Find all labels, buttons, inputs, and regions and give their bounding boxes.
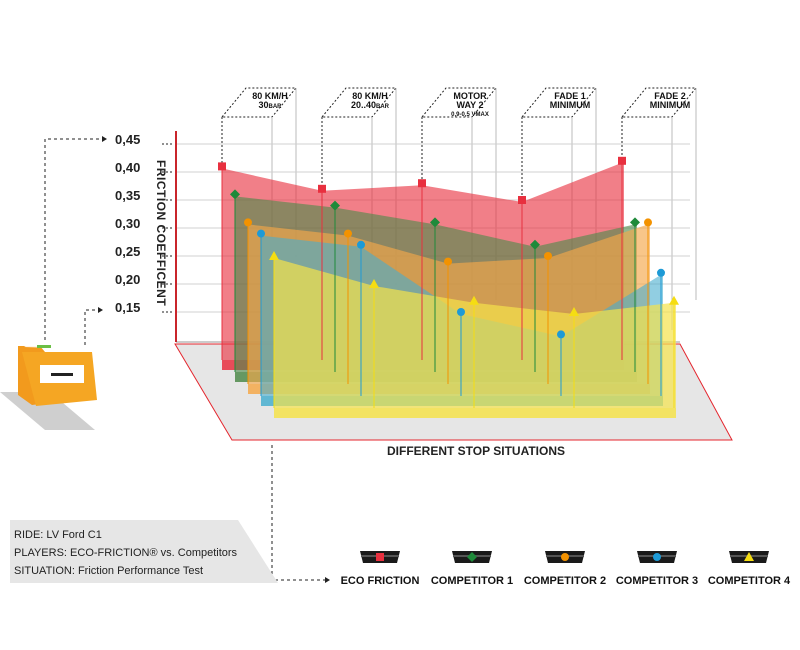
column-header-top bbox=[320, 87, 398, 118]
x-axis-label: DIFFERENT STOP SITUATIONS bbox=[387, 444, 565, 458]
column-header-line1: FADE 2 bbox=[654, 91, 686, 101]
data-point bbox=[257, 229, 265, 238]
y-tick-label: 0,35 bbox=[115, 188, 140, 203]
y-tick-label: 0,25 bbox=[115, 244, 140, 259]
column-header-unit: BAR bbox=[269, 104, 283, 110]
legend-label: COMPETITOR 1 bbox=[431, 575, 513, 587]
data-point bbox=[344, 229, 352, 238]
series-floor bbox=[274, 408, 676, 418]
data-point bbox=[457, 308, 465, 316]
column-header-top bbox=[620, 87, 698, 118]
folder-icon[interactable] bbox=[0, 340, 97, 430]
data-point bbox=[369, 279, 379, 288]
legend-swatch bbox=[653, 553, 661, 561]
y-tick-label: 0,30 bbox=[115, 216, 140, 231]
legend-label: COMPETITOR 3 bbox=[616, 575, 698, 587]
data-point bbox=[218, 162, 226, 171]
y-axis-label: FRICTION COEFFICENT bbox=[154, 160, 168, 306]
legend-swatch bbox=[467, 552, 477, 562]
info-line: PLAYERS: ECO-FRICTION® vs. Competitors bbox=[14, 547, 238, 559]
info-line: SITUATION: Friction Performance Test bbox=[14, 565, 203, 577]
column-header-line2: 20..40BAR bbox=[351, 100, 390, 110]
data-point bbox=[630, 217, 640, 228]
connector-arrowheads bbox=[98, 136, 330, 583]
column-header-top bbox=[220, 87, 298, 118]
data-point bbox=[318, 184, 326, 193]
legend: ECO FRICTION COMPETITOR 1 COMPETITOR 2 COMP… bbox=[341, 551, 791, 587]
legend-swatch bbox=[744, 552, 754, 561]
data-point bbox=[618, 156, 626, 165]
column-header-unit: 0,9-0,5 VMAX bbox=[451, 112, 489, 118]
y-tick-label: 0,20 bbox=[115, 272, 140, 287]
data-point bbox=[518, 196, 526, 204]
column-header-line2: MINIMUM bbox=[550, 100, 591, 110]
column-header-unit: BAR bbox=[376, 104, 390, 110]
column-header-top bbox=[520, 87, 598, 118]
legend-swatch bbox=[376, 553, 384, 561]
legend-item: COMPETITOR 4 bbox=[708, 551, 791, 587]
y-axis: 0,45 0,40 0,35 0,30 0,25 0,20 0,15 FRICT… bbox=[115, 131, 177, 342]
legend-swatch bbox=[561, 553, 569, 561]
legend-item: COMPETITOR 1 bbox=[431, 551, 513, 587]
legend-label: COMPETITOR 2 bbox=[524, 575, 606, 587]
data-point bbox=[557, 330, 565, 339]
data-point bbox=[469, 295, 479, 305]
data-point bbox=[444, 257, 452, 266]
info-line: RIDE: LV Ford C1 bbox=[14, 529, 102, 541]
data-point bbox=[330, 200, 340, 211]
y-tick-label: 0,45 bbox=[115, 132, 140, 147]
legend-item: ECO FRICTION bbox=[341, 551, 420, 587]
data-point bbox=[244, 218, 252, 227]
y-tick-label: 0,40 bbox=[115, 160, 140, 175]
column-header-line1: MOTOR bbox=[453, 91, 487, 101]
column-header-line1: FADE 1 bbox=[554, 91, 586, 101]
legend-label: ECO FRICTION bbox=[341, 575, 420, 587]
data-point bbox=[357, 240, 365, 249]
column-header-line1: 80 KM/H bbox=[252, 91, 288, 101]
data-point bbox=[544, 252, 552, 260]
legend-label: COMPETITOR 4 bbox=[708, 575, 791, 587]
data-point bbox=[644, 218, 652, 227]
data-point bbox=[230, 189, 240, 200]
legend-item: COMPETITOR 3 bbox=[616, 551, 698, 587]
data-point bbox=[657, 268, 665, 277]
data-point bbox=[569, 307, 579, 316]
data-point bbox=[669, 295, 679, 305]
data-point bbox=[530, 239, 540, 250]
column-header-top bbox=[420, 87, 498, 118]
data-point bbox=[269, 251, 279, 260]
info-box: RIDE: LV Ford C1 PLAYERS: ECO-FRICTION® … bbox=[10, 520, 278, 583]
column-header-line1: 80 KM/H bbox=[352, 91, 388, 101]
column-header-line2: MINIMUM bbox=[650, 100, 691, 110]
data-point bbox=[430, 217, 440, 228]
column-header-line2: WAY 2 bbox=[456, 100, 483, 110]
data-point bbox=[418, 179, 426, 188]
column-header-line2: 30BAR bbox=[258, 100, 282, 110]
series-layer bbox=[218, 156, 679, 418]
y-tick-label: 0,15 bbox=[115, 300, 140, 315]
legend-item: COMPETITOR 2 bbox=[524, 551, 606, 587]
